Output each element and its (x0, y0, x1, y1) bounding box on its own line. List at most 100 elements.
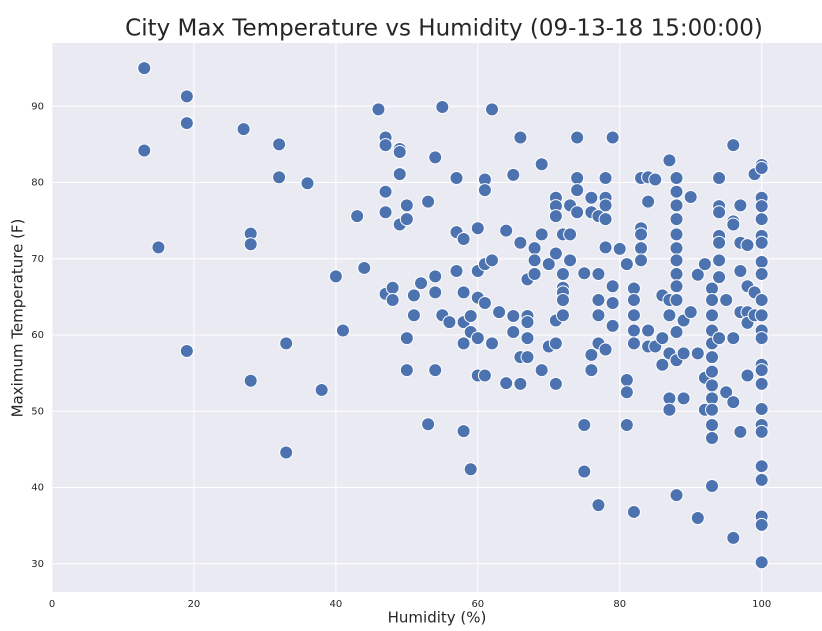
point (399, 331, 414, 346)
point (598, 342, 613, 357)
point (456, 231, 471, 246)
point (399, 198, 414, 213)
point (754, 424, 769, 439)
y-tick-label: 60 (31, 330, 44, 341)
point (726, 217, 741, 232)
point (328, 269, 343, 284)
point (705, 378, 719, 393)
point (754, 517, 769, 532)
point (243, 237, 258, 252)
point (570, 183, 585, 198)
point (626, 308, 641, 323)
point (513, 376, 528, 391)
point (676, 346, 691, 361)
point (669, 170, 684, 185)
point (577, 464, 592, 479)
point (399, 363, 414, 378)
point (272, 137, 287, 152)
point (428, 363, 443, 378)
y-tick-label: 50 (31, 406, 44, 417)
point (683, 190, 698, 205)
point (598, 240, 613, 255)
point (712, 331, 727, 346)
point (300, 176, 315, 191)
point (626, 292, 641, 307)
point (534, 363, 549, 378)
point (754, 402, 769, 416)
point (378, 138, 393, 153)
point (279, 336, 294, 351)
x-tick-label: 80 (613, 599, 626, 610)
point (669, 253, 684, 268)
point (591, 308, 606, 323)
point (641, 194, 656, 209)
point (470, 331, 485, 346)
point (357, 260, 372, 275)
point (733, 198, 748, 213)
point (520, 331, 535, 346)
point (641, 323, 656, 338)
point (513, 235, 528, 250)
point (548, 209, 563, 224)
point (676, 391, 691, 406)
point (754, 235, 769, 250)
point (719, 292, 734, 307)
point (690, 346, 705, 361)
point (435, 100, 450, 115)
point (421, 194, 436, 209)
point (421, 417, 436, 432)
point (499, 376, 514, 391)
point (669, 227, 684, 242)
chart-title: City Max Temperature vs Humidity (09-13-… (125, 16, 763, 42)
point (385, 292, 400, 307)
point (726, 395, 741, 410)
point (236, 122, 251, 137)
point (563, 227, 578, 242)
point (335, 323, 350, 338)
point (477, 368, 492, 383)
point (577, 418, 592, 433)
point (690, 267, 705, 282)
point (605, 130, 620, 145)
point (570, 170, 585, 185)
y-axis-label: Maximum Temperature (F) (9, 219, 27, 418)
point (726, 530, 741, 545)
point (137, 61, 152, 76)
point (527, 267, 542, 282)
point (705, 364, 719, 379)
point (477, 296, 492, 311)
point (669, 184, 684, 199)
point (598, 198, 613, 213)
point (137, 143, 152, 158)
y-tick-label: 90 (31, 101, 44, 112)
point (740, 368, 755, 383)
point (669, 267, 684, 282)
point (151, 240, 166, 255)
point (428, 285, 443, 300)
x-axis-label: Humidity (%) (388, 609, 487, 627)
point (477, 183, 492, 198)
point (655, 357, 670, 372)
point (399, 212, 414, 227)
point (697, 257, 712, 272)
x-tick-label: 100 (752, 599, 771, 610)
point (754, 555, 769, 570)
point (577, 266, 592, 281)
point (406, 308, 421, 323)
point (669, 198, 684, 213)
point (371, 102, 386, 117)
point (570, 205, 585, 220)
point (378, 184, 393, 199)
point (705, 350, 719, 365)
point (662, 308, 677, 323)
point (712, 235, 727, 250)
point (705, 292, 719, 307)
point (690, 511, 705, 526)
point (591, 267, 606, 282)
point (754, 376, 769, 391)
point (655, 331, 670, 346)
point (626, 336, 641, 351)
point (705, 402, 719, 417)
point (179, 116, 194, 131)
point (591, 292, 606, 307)
